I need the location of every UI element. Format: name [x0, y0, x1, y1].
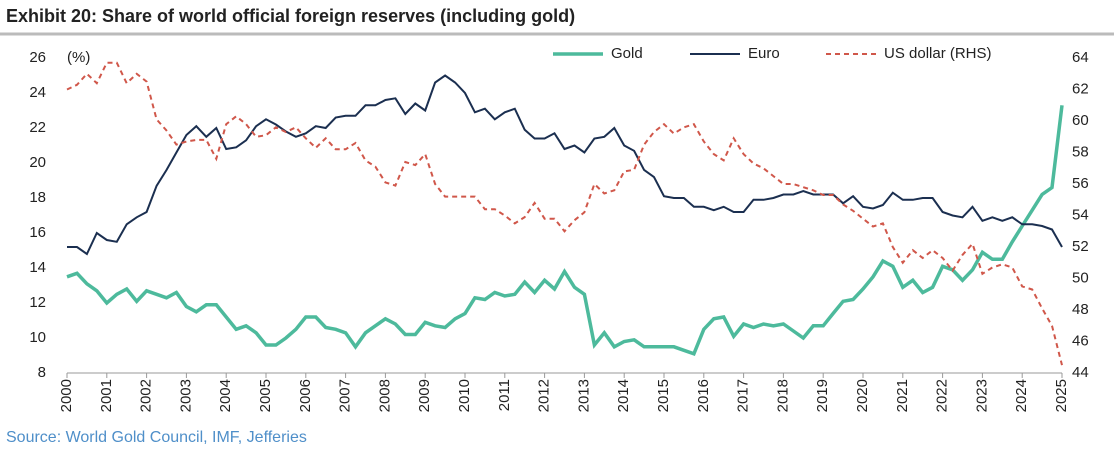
x-tick-label: 2011 [496, 379, 513, 411]
y2-tick-label: 52 [1072, 238, 1089, 255]
series-line [66, 105, 1064, 357]
y2-tick-label: 48 [1072, 301, 1089, 318]
y-tick-label: 14 [29, 259, 46, 276]
chart-title: Exhibit 20: Share of world official fore… [6, 6, 575, 26]
x-tick-label: 2020 [854, 379, 871, 412]
y-tick-label: 8 [38, 364, 46, 381]
y-tick-label: 10 [29, 329, 46, 346]
x-tick-label: 2021 [894, 379, 911, 412]
x-tick-label: 2025 [1053, 379, 1070, 412]
x-tick-label: 2012 [536, 379, 553, 412]
x-tick-label: 2023 [973, 379, 990, 412]
legend-label: US dollar (RHS) [884, 45, 992, 62]
x-tick-label: 2003 [177, 379, 194, 412]
x-tick-label: 2006 [297, 379, 314, 412]
x-tick-label: 2005 [257, 379, 274, 412]
y2-tick-label: 44 [1072, 364, 1089, 381]
y2-tick-label: 50 [1072, 269, 1089, 286]
x-tick-label: 2002 [138, 379, 155, 412]
y-tick-label: 12 [29, 294, 46, 311]
x-tick-label: 2000 [58, 379, 75, 412]
y2-tick-label: 62 [1072, 80, 1089, 97]
x-tick-label: 2014 [615, 379, 632, 412]
y-axis-label: (%) [67, 49, 90, 66]
y2-tick-label: 60 [1072, 112, 1089, 129]
x-tick-label: 2004 [217, 379, 234, 412]
y2-tick-label: 58 [1072, 143, 1089, 160]
x-tick-label: 2018 [774, 379, 791, 412]
y-tick-label: 18 [29, 189, 46, 206]
y-tick-label: 26 [29, 49, 46, 66]
x-tick-label: 2009 [416, 379, 433, 412]
x-tick-label: 2017 [735, 379, 752, 412]
x-tick-label: 2010 [456, 379, 473, 412]
legend-label: Gold [611, 45, 643, 62]
source: Source: World Gold Council, IMF, Jefferi… [6, 429, 307, 446]
x-tick-label: 2019 [814, 379, 831, 412]
y2-tick-label: 64 [1072, 49, 1089, 66]
legend-label: Euro [748, 45, 780, 62]
x-tick-label: 2015 [655, 379, 672, 412]
x-tick-label: 2022 [934, 379, 951, 412]
y2-tick-label: 46 [1072, 332, 1089, 349]
series-line [67, 74, 1063, 256]
x-tick-label: 2024 [1013, 379, 1030, 412]
y-tick-label: 16 [29, 224, 46, 241]
x-tick-label: 2001 [98, 379, 115, 412]
x-tick-label: 2007 [337, 379, 354, 412]
x-tick-label: 2008 [376, 379, 393, 412]
y-tick-label: 20 [29, 154, 46, 171]
x-tick-label: 2016 [695, 379, 712, 412]
y-tick-label: 24 [29, 84, 46, 101]
y2-tick-label: 54 [1072, 206, 1089, 223]
x-tick-label: 2013 [575, 379, 592, 412]
y2-tick-label: 56 [1072, 175, 1089, 192]
y-tick-label: 22 [29, 119, 46, 136]
series-line [66, 61, 1063, 366]
